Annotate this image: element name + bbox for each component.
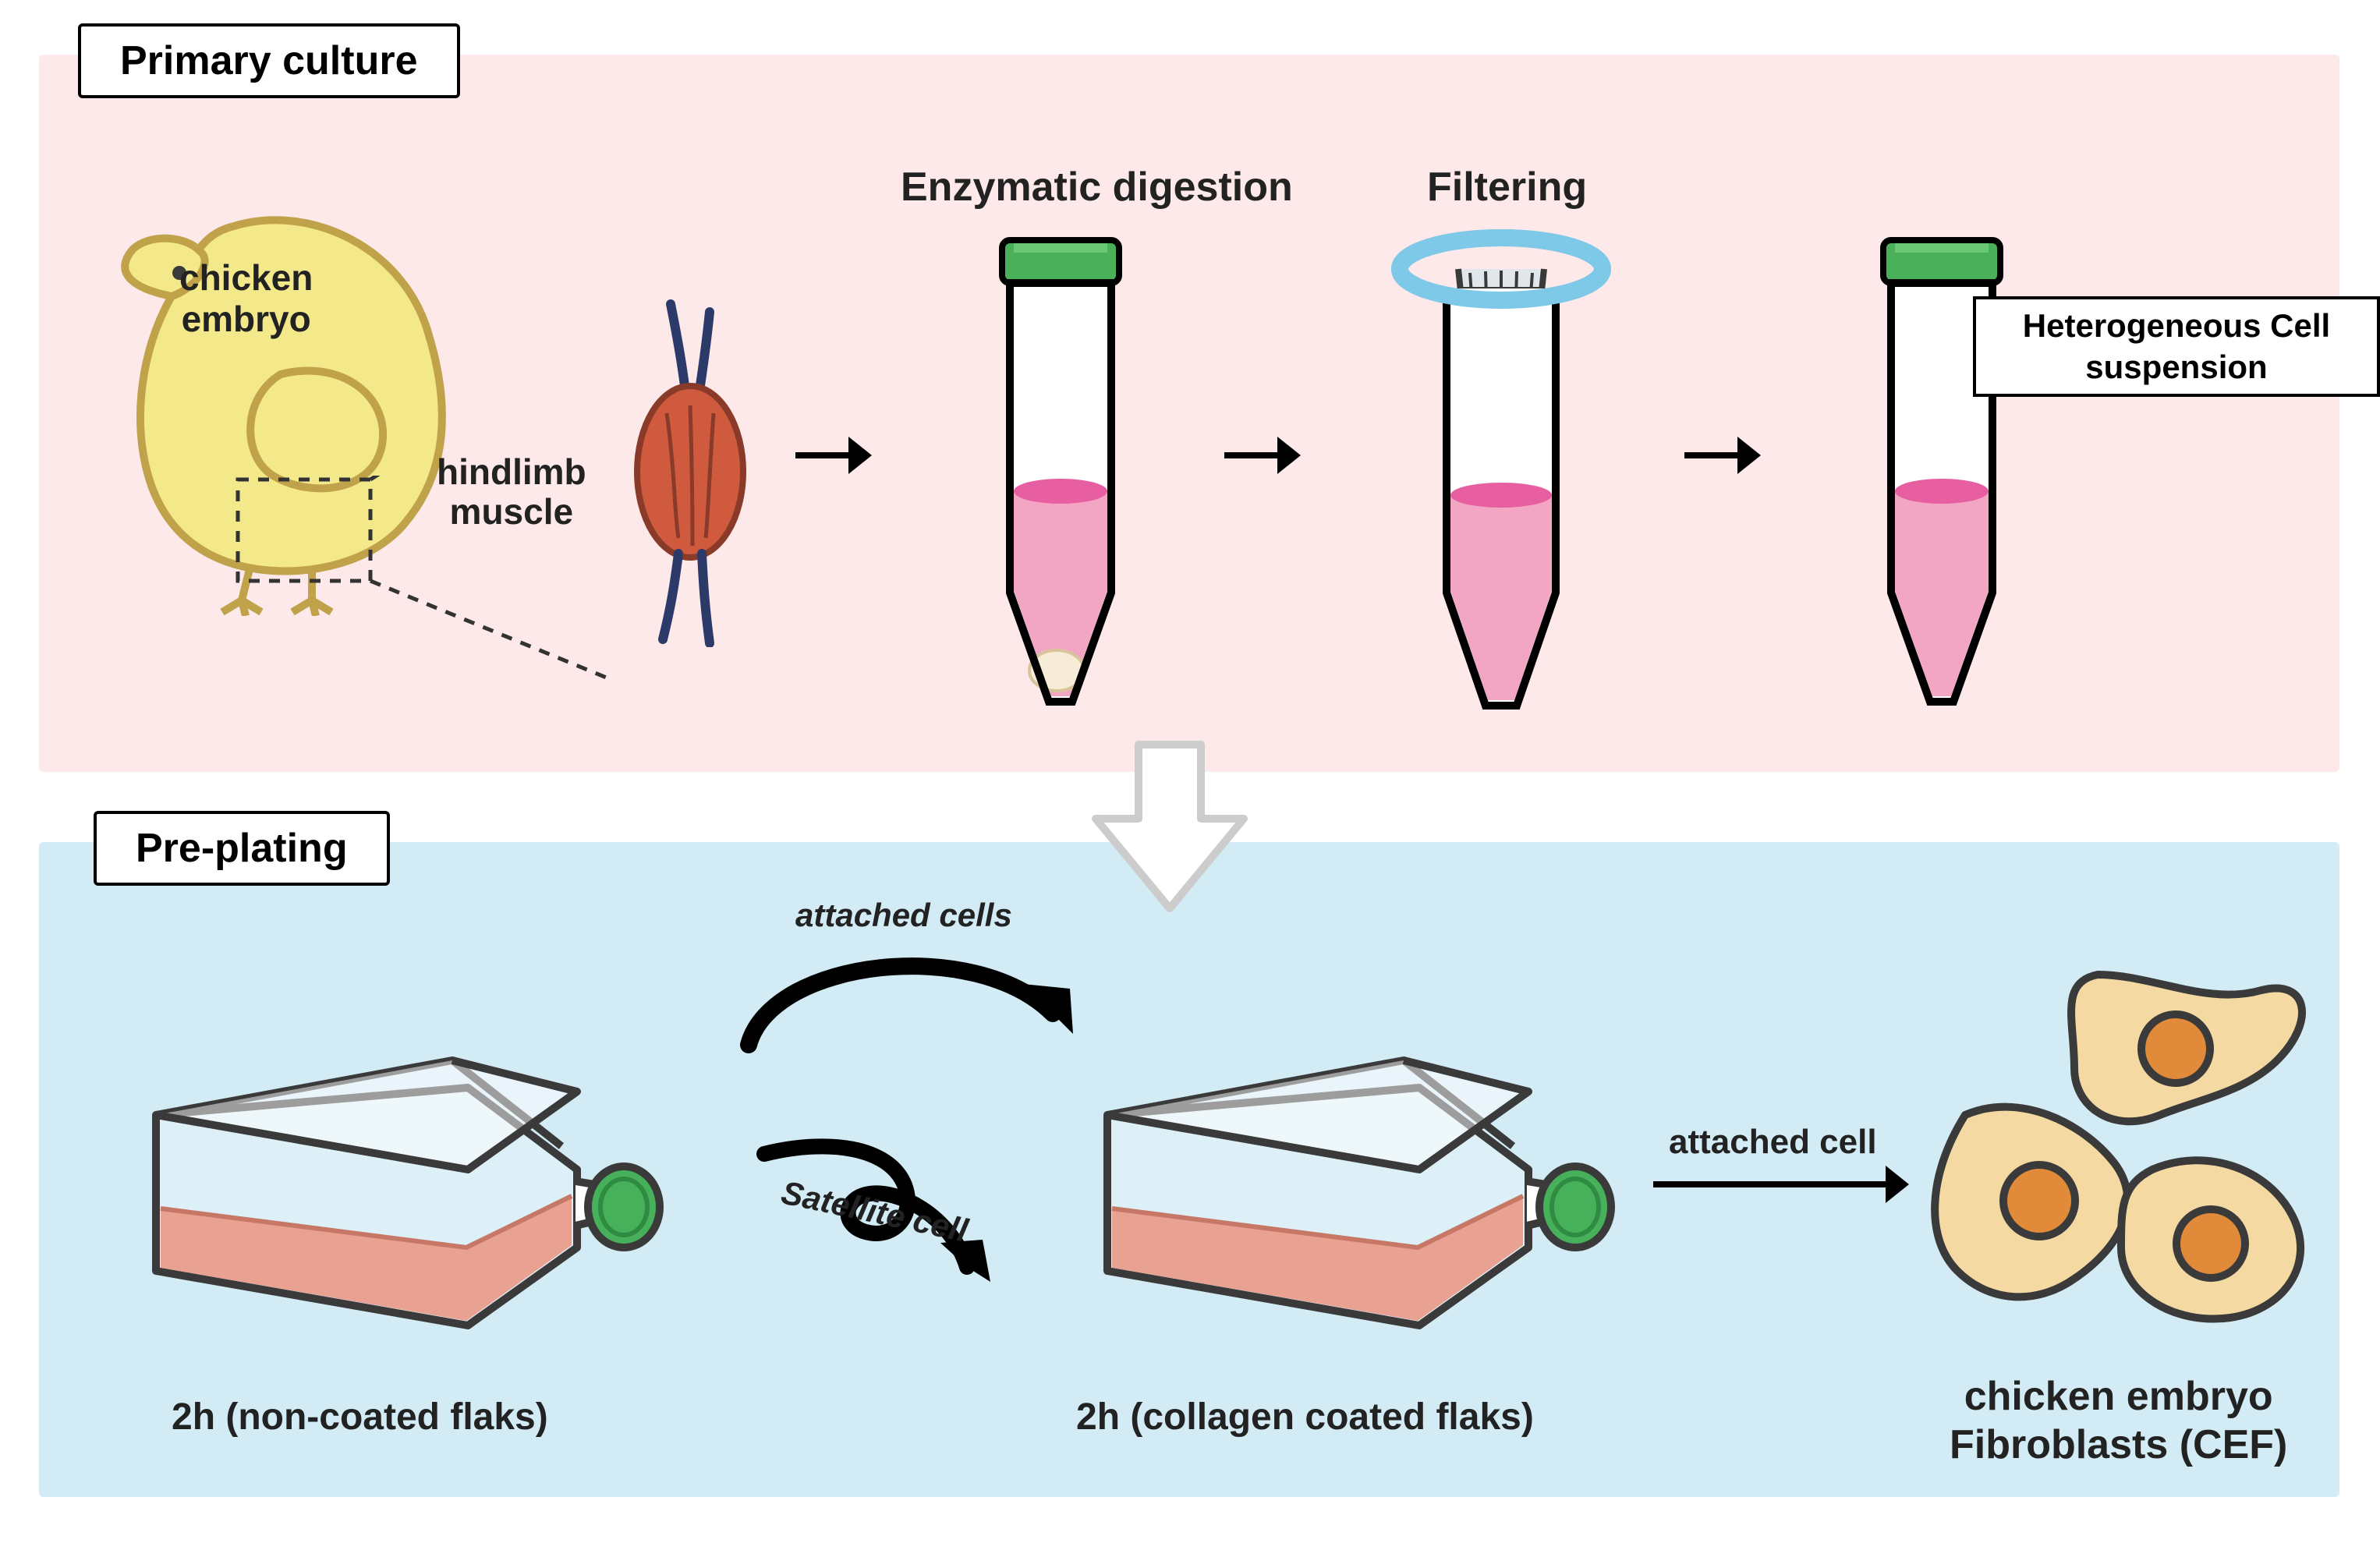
attached-cells-arrow — [717, 928, 1107, 1084]
big-down-arrow-icon — [1076, 733, 1263, 920]
cef-title: chicken embryo Fibroblasts (CEF) — [1950, 1372, 2287, 1470]
flask-collagen-icon — [1061, 1014, 1622, 1341]
heterogeneous-label: Heterogeneous Cell suspension — [2023, 307, 2330, 385]
attached-cell-label: attached cell — [1669, 1123, 1877, 1162]
muscle-icon — [600, 296, 772, 647]
attached-cells-label: attached cells — [795, 897, 1012, 934]
arrow-step3 — [1684, 452, 1739, 458]
pre-plating-title: Pre-plating — [136, 826, 348, 871]
primary-culture-title-box: Primary culture — [78, 23, 460, 98]
flask1-caption: 2h (non-coated flaks) — [172, 1396, 548, 1439]
flask2-caption: 2h (collagen coated flaks) — [1076, 1396, 1534, 1439]
chicken-embryo-label: chicken embryo — [179, 257, 313, 340]
infographic-canvas: Primary culture Pre-plating chicken embr… — [0, 0, 2380, 1543]
cef-cells-icon — [1918, 959, 2324, 1349]
enzymatic-digestion-label: Enzymatic digestion — [901, 164, 1293, 211]
arrow-step2 — [1224, 452, 1279, 458]
tube-digestion-icon — [959, 234, 1162, 733]
heterogeneous-note: Heterogeneous Cell suspension — [1973, 296, 2380, 397]
filtering-label: Filtering — [1427, 164, 1587, 211]
attached-cell-arrow — [1653, 1181, 1887, 1187]
primary-culture-title: Primary culture — [120, 38, 418, 83]
flask-noncoated-icon — [109, 1014, 671, 1341]
hindlimb-muscle-label: hindlimb muscle — [437, 452, 586, 531]
pre-plating-title-box: Pre-plating — [94, 811, 390, 886]
arrow-step1 — [795, 452, 850, 458]
tube-filtering-icon — [1372, 226, 1622, 741]
